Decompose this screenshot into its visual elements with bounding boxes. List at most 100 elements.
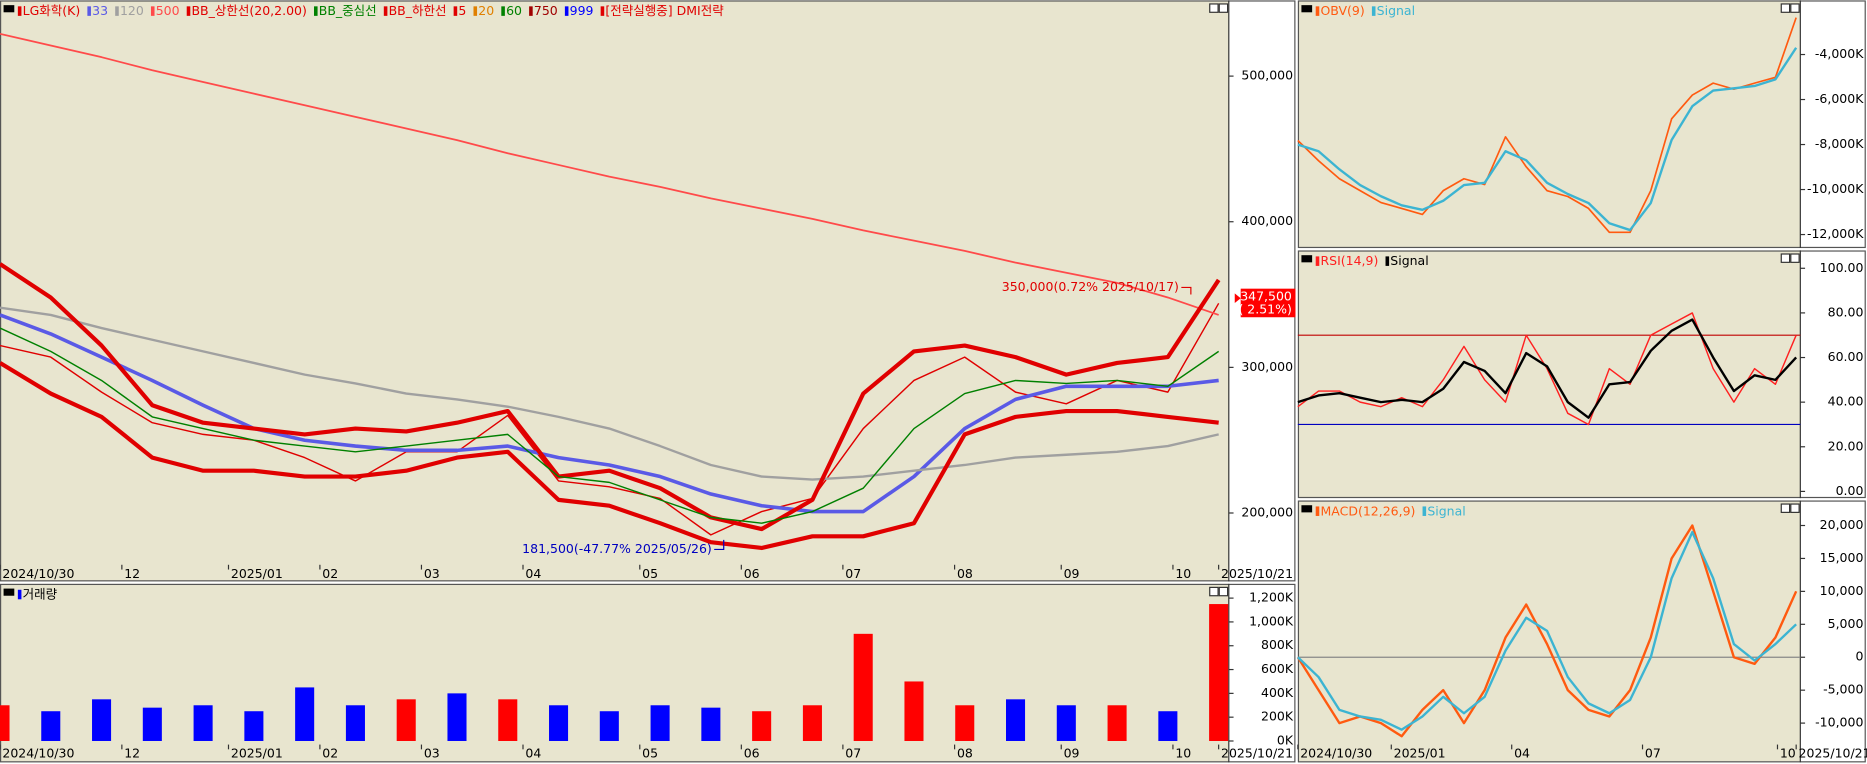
legend-swatch [453, 6, 458, 16]
y-tick-label: 200K [1261, 709, 1294, 724]
legend-swatch [473, 6, 478, 16]
volume-bar [802, 705, 822, 741]
legend-swatch [1385, 256, 1390, 266]
y-tick-label: 5,000 [1828, 616, 1864, 631]
annotation-leader [1181, 286, 1192, 295]
volume-bar [701, 707, 721, 741]
panel-button [1790, 503, 1800, 513]
y-tick-label: 1,200K [1249, 590, 1294, 605]
volume-bar [853, 633, 873, 741]
y-tick-label: 10,000 [1820, 583, 1864, 598]
y-tick-label: 300,000 [1241, 359, 1293, 374]
panel-button [1790, 253, 1800, 263]
legend-swatch [1315, 506, 1320, 516]
y-tick-label: -4,000K [1815, 46, 1864, 61]
volume-bar [955, 705, 975, 741]
series-line [0, 262, 1221, 532]
volume-bar [904, 681, 924, 741]
y-tick-label: 20,000 [1820, 517, 1864, 532]
x-tick-label: 2024/10/30 [2, 566, 74, 581]
panel-frame [0, 583, 1296, 763]
legend-label: Signal [1427, 503, 1465, 518]
series-line [0, 327, 1220, 524]
y-tick-label: 600K [1261, 661, 1294, 676]
x-tick-label: 07 [1645, 746, 1661, 761]
x-tick-label: 12 [124, 746, 140, 761]
panel-frame [1297, 0, 1866, 249]
volume-bar [41, 711, 61, 741]
legend-label: 999 [570, 3, 594, 18]
panel-title: 거래량 [23, 587, 58, 602]
volume-bar [396, 699, 416, 741]
y-tick-label: -10,000 [1815, 715, 1863, 730]
legend-swatch [501, 6, 505, 16]
volume-bar [345, 705, 365, 741]
y-tick-label: 400K [1261, 685, 1294, 700]
legend-label: 33 [92, 3, 108, 18]
y-tick-label: 80.00 [1828, 304, 1864, 319]
x-tick-label: 05 [642, 746, 658, 761]
y-tick-label: 0 [1855, 649, 1863, 664]
series-line [1297, 17, 1797, 234]
panel-button [1780, 3, 1791, 13]
y-tick-label: 800K [1261, 637, 1294, 652]
x-tick-label: 07 [845, 566, 861, 581]
x-tick-label: 2025/01 [231, 566, 283, 581]
volume-bar [1158, 711, 1178, 741]
x-tick-label: 07 [845, 746, 861, 761]
x-tick-label: 08 [957, 566, 973, 581]
legend-label: BB_중심선 [319, 3, 377, 18]
panel-icon [1301, 255, 1313, 263]
y-tick-label: 0.00 [1836, 483, 1864, 498]
legend-swatch [1315, 256, 1320, 266]
volume-bar [752, 711, 772, 741]
legend-swatch [1371, 6, 1376, 16]
series-line [0, 32, 1219, 316]
x-tick-label: 06 [744, 566, 760, 581]
y-tick-label: 1,000K [1249, 613, 1294, 628]
panel-button [1780, 253, 1791, 263]
legend-swatch [150, 6, 155, 16]
plot-area [1297, 500, 1801, 763]
y-tick-label: 60.00 [1828, 349, 1864, 364]
annotation: 181,500(-47.77% 2025/05/26) [522, 541, 712, 556]
legend-swatch [1315, 6, 1320, 16]
series-line [0, 306, 1219, 481]
x-tick-label: 09 [1064, 566, 1080, 581]
volume-bar [1107, 705, 1127, 741]
volume-bar [1056, 705, 1076, 741]
x-tick-label: 05 [642, 566, 658, 581]
volume-bar [650, 705, 670, 741]
x-tick-label: 03 [424, 746, 440, 761]
panel-button [1218, 586, 1229, 597]
x-tick-label: 2025/01 [231, 746, 283, 761]
series-line [0, 313, 1219, 514]
panel-button [1209, 3, 1219, 13]
volume-bar [447, 693, 467, 741]
panel-button [1218, 3, 1229, 13]
last-change: ( 2.51%) [1238, 302, 1291, 317]
series-line [1297, 318, 1798, 419]
legend-swatch [529, 6, 533, 16]
y-tick-label: 400,000 [1241, 213, 1293, 228]
legend-swatch [314, 6, 318, 16]
legend-swatch [87, 6, 91, 16]
legend-label: Signal [1377, 3, 1415, 18]
volume-bar [244, 711, 264, 741]
legend-label: [전략실행중] DMI전략 [605, 3, 724, 18]
legend-label: 120 [120, 3, 144, 18]
x-tick-label: 2025/10/21 [1221, 746, 1293, 761]
legend-swatch [1422, 506, 1427, 516]
volume-bar [549, 705, 569, 741]
series-line [1296, 524, 1798, 738]
x-tick-label: 08 [957, 746, 973, 761]
y-tick-label: -8,000K [1815, 136, 1864, 151]
x-tick-label: 02 [322, 566, 338, 581]
x-tick-label: 2024/10/30 [1300, 746, 1372, 761]
legend-swatch [17, 589, 22, 600]
legend-label: BB_하한선 [389, 3, 447, 18]
series-line [1297, 47, 1798, 232]
legend-label: OBV(9) [1320, 3, 1364, 18]
y-tick-label: 40.00 [1828, 394, 1864, 409]
